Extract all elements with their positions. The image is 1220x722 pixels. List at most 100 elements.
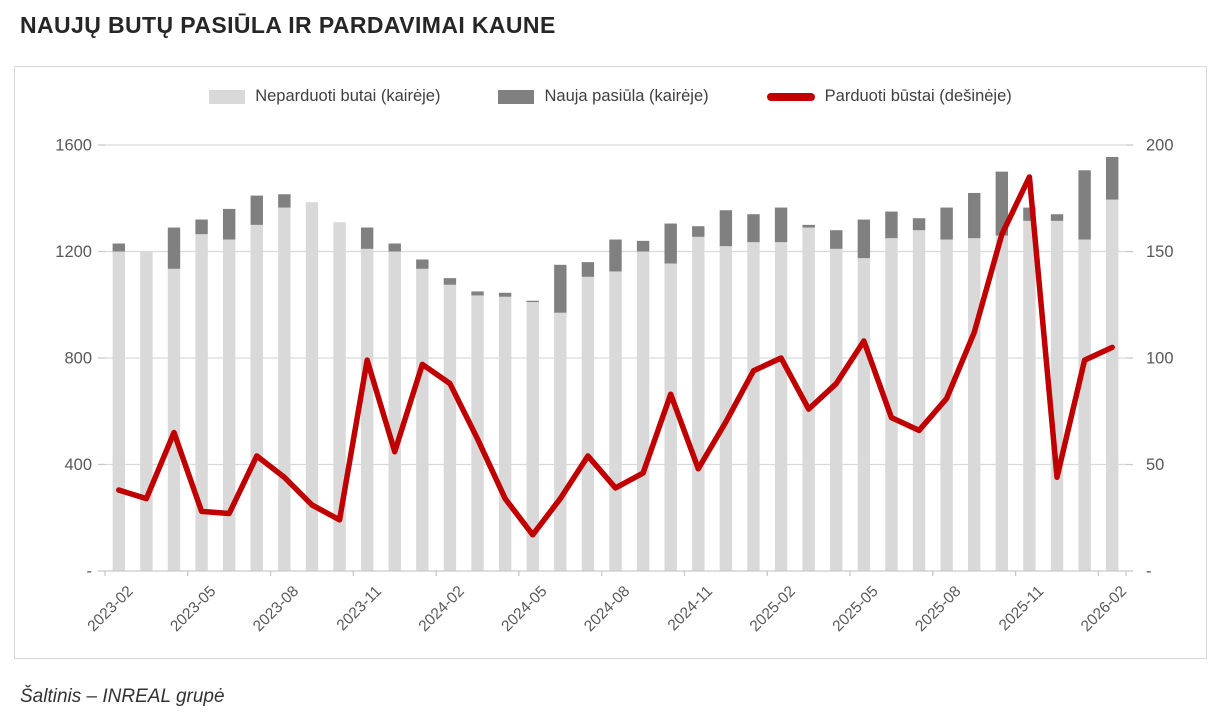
x-axis-labels: 2023-02 2023-05 2023-08 2023-11 2024-02 2024-… (84, 583, 1130, 635)
x-axis-tick-label: 2023-08 (250, 583, 302, 635)
legend-bar-swatch (498, 89, 535, 104)
bar-segment (912, 230, 926, 571)
bar-segment (360, 227, 374, 249)
legend-label: Parduoti būstai (dešinėje) (824, 87, 1012, 105)
bar-segment (912, 218, 926, 231)
bar-segment (609, 239, 622, 272)
sold-line (116, 174, 1115, 538)
bar-segment (388, 251, 401, 571)
x-axis-tick-label: 2024-08 (581, 583, 633, 635)
bar-segment (278, 194, 291, 208)
bar-segment (195, 219, 208, 235)
bar-segment (664, 223, 677, 264)
right-axis-tick-label: - (1146, 563, 1152, 581)
source-note: Šaltinis – INREAL grupė (20, 686, 225, 707)
bar-segment (995, 235, 1009, 571)
bar-segment (719, 246, 733, 572)
bar-segment (636, 251, 650, 571)
bar-segment (692, 236, 705, 571)
bar-segment (526, 302, 539, 571)
legend-item-1: Nauja pasiūla (kairėje) (498, 87, 709, 106)
bar-segment (664, 263, 677, 571)
bar-segment (167, 268, 181, 571)
bar-segment (443, 278, 457, 285)
bar-segment (692, 226, 705, 237)
x-axis-tick-label: 2025-05 (829, 583, 881, 635)
legend-bar-swatch (209, 89, 246, 104)
bar-segment (1050, 220, 1064, 571)
bar-segment (388, 243, 401, 252)
bar-segment (526, 300, 539, 303)
bar-segment (857, 219, 871, 259)
left-axis-tick-label: 400 (64, 456, 92, 474)
chart-legend: Neparduoti butai (kairėje) Nauja pasiūla … (15, 87, 1206, 106)
x-axis (104, 570, 1127, 576)
right-axis-labels: - 50 100 150 200 (1146, 137, 1174, 581)
bar-segment (112, 243, 125, 252)
bar-segment (222, 208, 236, 240)
bar-segment (360, 248, 374, 571)
bar-segment (968, 192, 981, 239)
bar-segment (940, 207, 953, 240)
bar-segment (1023, 220, 1036, 571)
right-axis-tick-label: 200 (1146, 137, 1174, 155)
bar-segment (995, 171, 1009, 236)
bar-segment (471, 291, 484, 296)
bar-segment (498, 296, 512, 571)
x-axis-tick-label: 2025-08 (912, 583, 964, 635)
left-axis-labels: - 400 800 1200 1600 (55, 137, 92, 581)
bar-segment (195, 234, 208, 571)
bar-segment (636, 240, 650, 252)
x-axis-tick-label: 2024-02 (416, 583, 468, 635)
bar-segment (250, 195, 263, 225)
bar-segment (305, 202, 319, 571)
bar-segment (416, 268, 429, 571)
bar-segment (140, 251, 153, 571)
left-axis-tick-label: 1600 (55, 137, 92, 155)
x-axis-tick-label: 2025-11 (996, 583, 1047, 634)
bar-segment (885, 211, 898, 239)
x-axis-tick-label: 2024-05 (498, 583, 550, 635)
bar-segment (498, 292, 512, 297)
bar-segment (802, 227, 815, 571)
legend-label: Nauja pasiūla (kairėje) (544, 87, 709, 105)
x-axis-tick-label: 2025-02 (747, 583, 799, 635)
bar-segment (719, 210, 733, 247)
x-axis-tick-label: 2023-02 (84, 583, 136, 635)
bar-segment (747, 214, 760, 243)
bar-segment (885, 238, 898, 571)
legend-label: Neparduoti butai (kairėje) (255, 87, 441, 105)
bar-segment (333, 222, 346, 571)
page-title: NAUJŲ BUTŲ PASIŪLA IR PARDAVIMAI KAUNE (20, 12, 556, 38)
bar-segment (1078, 170, 1091, 240)
bars-new-supply (112, 156, 1119, 313)
bar-segment (1050, 214, 1064, 221)
bar-segment (554, 312, 567, 571)
bar-segment (554, 264, 567, 313)
legend-item-2: Parduoti būstai (dešinėje) (766, 87, 1012, 106)
bar-segment (830, 230, 843, 249)
left-axis-tick-label: 800 (64, 350, 92, 368)
right-axis-tick-label: 100 (1146, 350, 1174, 368)
right-axis-tick-label: 50 (1146, 456, 1164, 474)
bar-segment (581, 262, 595, 277)
x-axis-tick-label: 2024-11 (665, 583, 716, 634)
legend-line-swatch (766, 92, 815, 101)
right-axis-tick-label: 150 (1146, 243, 1174, 261)
x-axis-tick-label: 2026-02 (1078, 583, 1130, 635)
bar-segment (1106, 199, 1119, 572)
bar-segment (222, 239, 236, 572)
bar-segment (774, 242, 788, 571)
x-axis-tick-label: 2023-05 (167, 583, 219, 635)
x-axis-tick-label: 2023-11 (334, 583, 385, 634)
bar-segment (250, 224, 263, 571)
bar-segment (968, 238, 981, 571)
bar-segment (278, 207, 291, 571)
bar-segment (747, 242, 760, 571)
bar-segment (609, 271, 622, 571)
bar-segment (802, 224, 815, 228)
bar-segment (830, 248, 843, 571)
bar-segment (443, 284, 457, 571)
chart-panel: -400 800 1200 1600-50 100 150 200 2023-02 2023-0… (14, 66, 1207, 659)
